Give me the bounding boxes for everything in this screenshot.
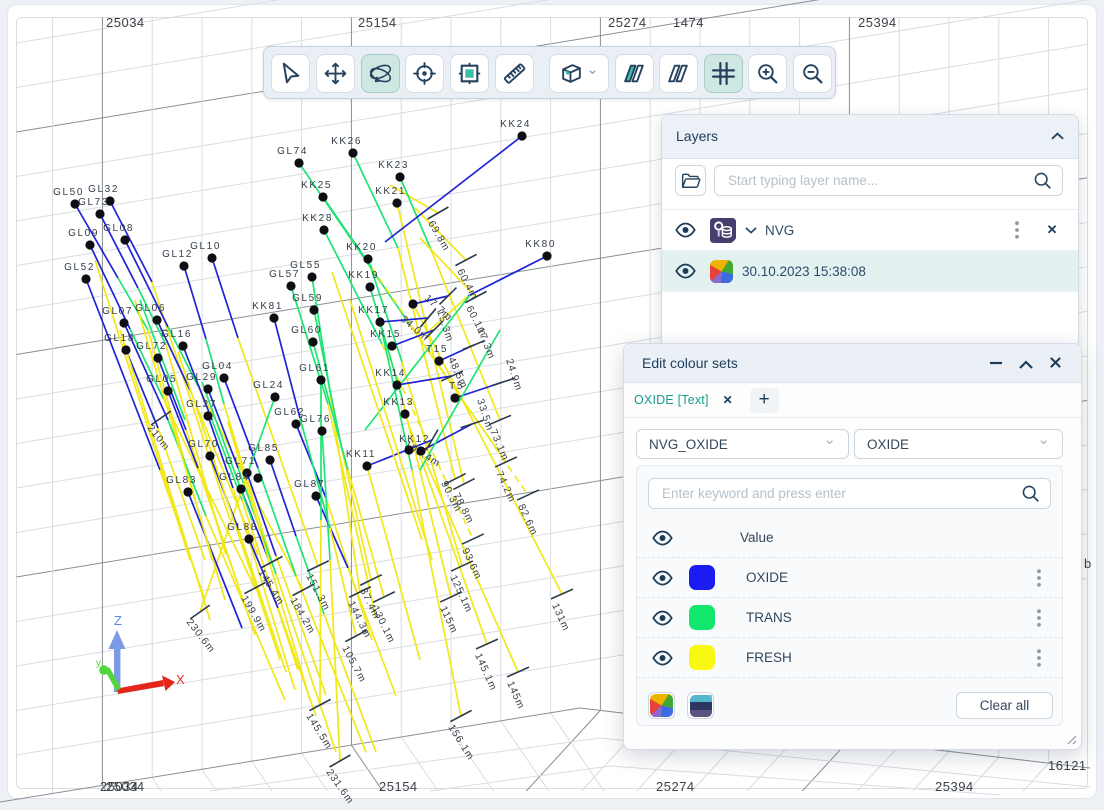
svg-text:KK14: KK14: [375, 368, 406, 379]
svg-text:KK21: KK21: [375, 186, 406, 197]
svg-text:Z: Z: [114, 613, 122, 628]
svg-text:KK11: KK11: [346, 449, 376, 460]
svg-text:GL09: GL09: [68, 228, 99, 239]
svg-text:GL87: GL87: [294, 479, 325, 490]
svg-text:25394: 25394: [935, 779, 974, 794]
svg-text:16121: 16121: [1048, 758, 1087, 773]
svg-text:GL18: GL18: [104, 333, 135, 344]
svg-text:GL55: GL55: [290, 260, 321, 271]
svg-text:GL73: GL73: [78, 197, 109, 208]
svg-text:GL88: GL88: [227, 522, 258, 533]
svg-text:T5: T5: [449, 381, 464, 392]
svg-text:GL04: GL04: [202, 361, 233, 372]
svg-text:KK20: KK20: [346, 242, 377, 253]
svg-text:y: y: [96, 658, 101, 669]
svg-text:145m: 145m: [504, 680, 526, 711]
svg-text:24.9m: 24.9m: [503, 358, 524, 393]
svg-text:KK12: KK12: [399, 434, 430, 445]
svg-text:25154: 25154: [358, 15, 397, 30]
svg-text:GL08: GL08: [103, 223, 134, 234]
svg-text:25154: 25154: [379, 779, 418, 794]
svg-text:KK25: KK25: [301, 180, 332, 191]
svg-text:X: X: [176, 672, 185, 687]
svg-text:25274: 25274: [656, 779, 695, 794]
svg-text:KK24: KK24: [500, 119, 531, 130]
svg-text:25034: 25034: [100, 779, 139, 794]
svg-text:GL60: GL60: [291, 325, 322, 336]
svg-text:73.1m: 73.1m: [487, 428, 510, 463]
svg-text:KK26: KK26: [331, 136, 362, 147]
svg-text:130.1m: 130.1m: [369, 604, 396, 645]
svg-text:T15: T15: [426, 344, 448, 355]
svg-text:KK80: KK80: [525, 239, 556, 250]
svg-text:GL70: GL70: [188, 439, 219, 450]
svg-text:82.6m: 82.6m: [515, 503, 539, 538]
svg-text:74.2m: 74.2m: [493, 470, 517, 505]
svg-text:GL85: GL85: [248, 443, 279, 454]
svg-text:GL50: GL50: [53, 187, 84, 198]
svg-text:25274: 25274: [608, 15, 647, 30]
svg-text:KK28: KK28: [302, 213, 333, 224]
svg-text:GL72: GL72: [136, 341, 167, 352]
svg-text:1474: 1474: [673, 15, 704, 30]
svg-text:25034: 25034: [106, 779, 145, 794]
svg-text:GL12: GL12: [162, 249, 193, 260]
svg-text:GL06: GL06: [135, 303, 166, 314]
svg-text:GL57: GL57: [269, 269, 300, 280]
svg-text:GL84: GL84: [219, 472, 250, 483]
svg-text:GL16: GL16: [161, 329, 192, 340]
svg-text:b: b: [1084, 556, 1092, 571]
svg-text:KK13: KK13: [383, 397, 414, 408]
svg-text:25394: 25394: [858, 15, 897, 30]
svg-text:GL76: GL76: [300, 414, 331, 425]
svg-text:25034: 25034: [106, 15, 145, 30]
svg-text:GL62: GL62: [274, 407, 305, 418]
svg-text:230.6m: 230.6m: [184, 617, 217, 655]
svg-text:GL59: GL59: [292, 293, 323, 304]
svg-text:GL29: GL29: [186, 372, 217, 383]
svg-text:KK15: KK15: [370, 329, 401, 340]
svg-text:GL24: GL24: [253, 380, 284, 391]
svg-text:GL52: GL52: [64, 262, 95, 273]
svg-text:GL83: GL83: [166, 475, 197, 486]
svg-text:131m: 131m: [549, 602, 571, 633]
svg-text:GL74: GL74: [277, 146, 308, 157]
svg-text:GL71: GL71: [225, 456, 256, 467]
svg-text:KK17: KK17: [358, 305, 389, 316]
svg-text:145.1m: 145.1m: [472, 652, 498, 693]
svg-text:GL27: GL27: [186, 399, 217, 410]
svg-text:GL61: GL61: [299, 363, 330, 374]
svg-text:GL07: GL07: [102, 306, 133, 317]
svg-text:115m: 115m: [437, 605, 459, 636]
svg-text:KK19: KK19: [348, 270, 379, 281]
svg-text:210m: 210m: [145, 423, 172, 453]
svg-text:GL32: GL32: [88, 184, 119, 195]
svg-text:KK81: KK81: [252, 301, 283, 312]
svg-text:GL10: GL10: [190, 241, 221, 252]
svg-text:GL05: GL05: [146, 374, 177, 385]
svg-text:KK23: KK23: [378, 160, 409, 171]
